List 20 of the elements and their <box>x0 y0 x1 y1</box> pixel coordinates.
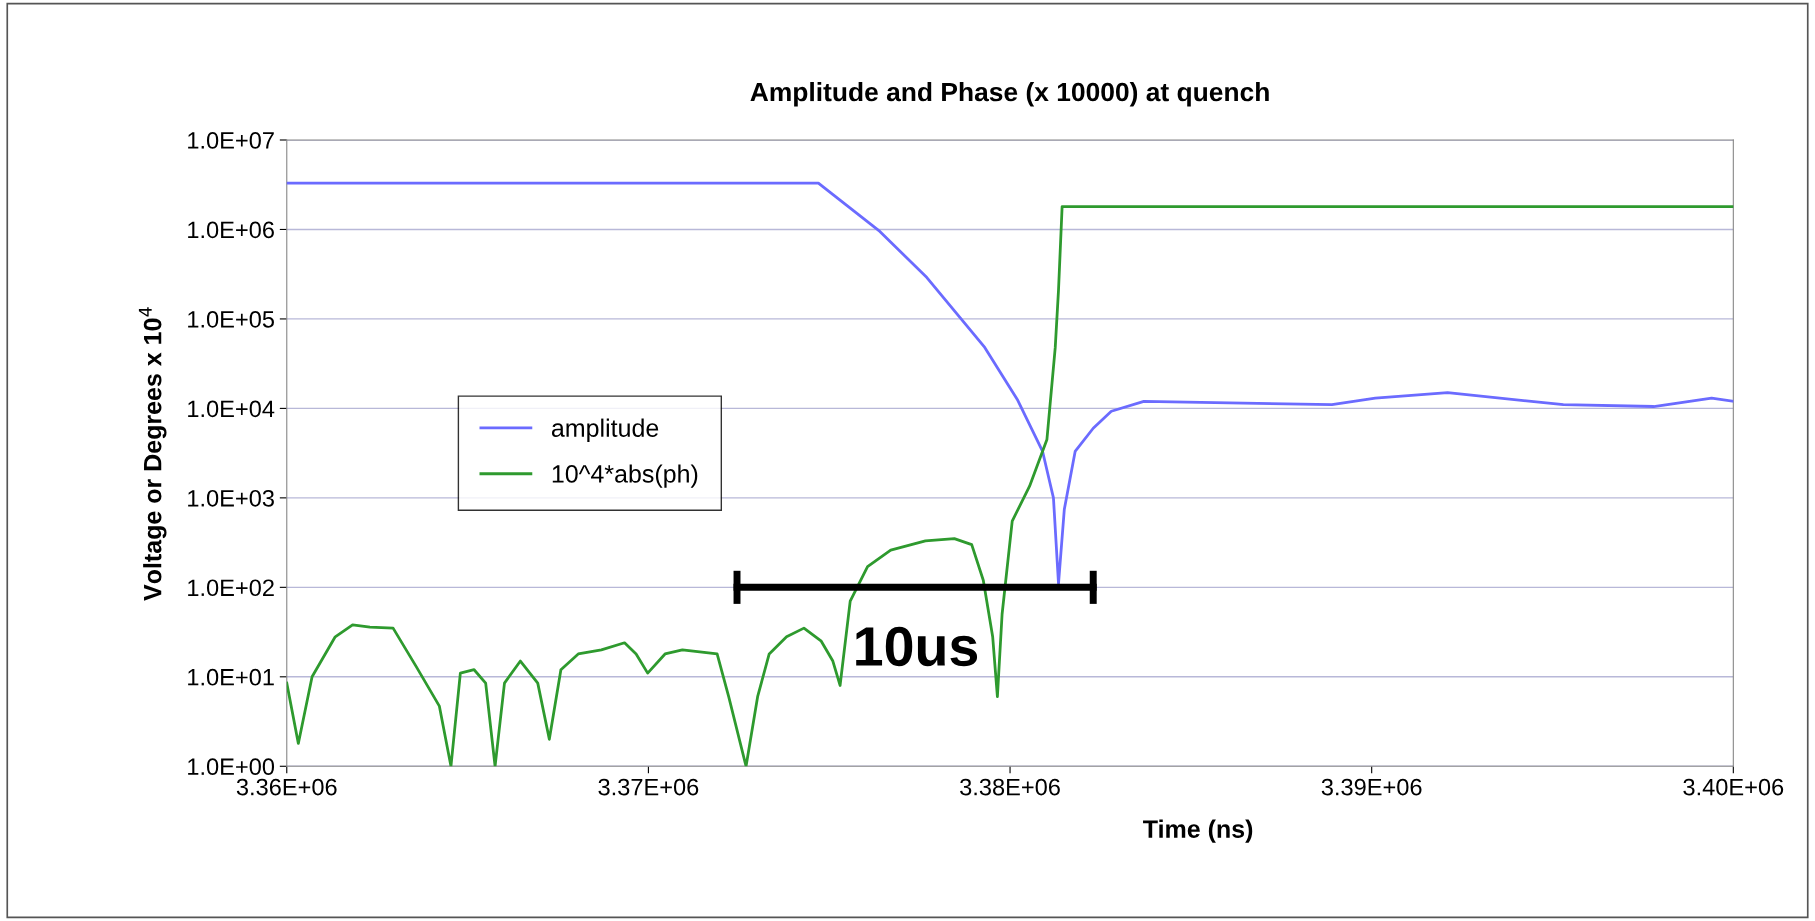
annotation: 10us <box>856 626 978 667</box>
y-tick-label: 1.0E+02 <box>188 579 274 597</box>
x-tick-label: 3.36E+06 <box>236 778 337 796</box>
y-tick-label: 1.0E+00 <box>188 758 275 776</box>
y-tick-label: 1.0E+06 <box>188 221 274 239</box>
y-tick-label: 1.0E+05 <box>188 311 274 328</box>
y-tick-label: 1.0E+01 <box>188 668 274 686</box>
x-tick-label: 3.37E+06 <box>598 778 699 796</box>
x-tick-label: 3.40E+06 <box>1683 778 1784 796</box>
x-axis-title: Time (ns) <box>1143 819 1253 843</box>
legend-label: amplitude <box>551 418 659 442</box>
chart-title: Amplitude and Phase (x 10000) at quench <box>750 81 1269 107</box>
y-tick-label: 1.0E+04 <box>188 400 275 418</box>
x-tick-label: 3.39E+06 <box>1321 778 1422 796</box>
line-series <box>286 181 1734 586</box>
y-tick-label: 1.0E+07 <box>188 132 274 149</box>
legend-label: 10^4*abs(ph) <box>552 464 698 488</box>
y-tick-label: 1.0E+03 <box>188 489 274 507</box>
x-tick-label: 3.38E+06 <box>960 778 1060 796</box>
y-axis-title: Voltage or Degrees x 10$^{4}$ <box>138 307 167 601</box>
